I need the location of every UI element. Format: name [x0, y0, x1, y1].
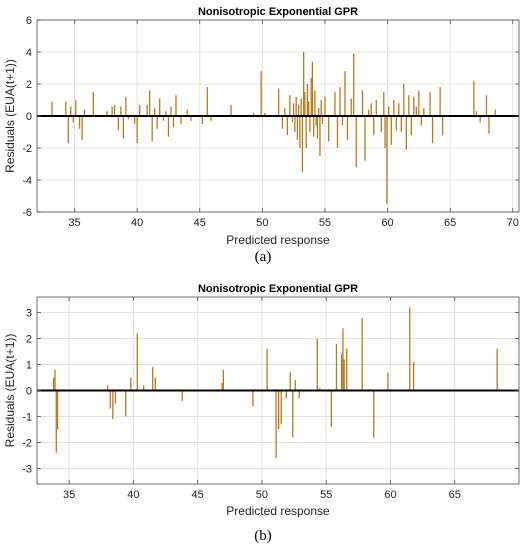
caption-b: (b) — [254, 528, 272, 544]
x-tick-label: 55 — [320, 489, 332, 501]
x-tick-label: 60 — [384, 489, 396, 501]
y-axis-label: Residuals (EUA(t+1)) — [3, 334, 17, 448]
y-tick-label: 2 — [26, 334, 32, 346]
y-tick-label: -2 — [22, 437, 32, 449]
chart-b: 35 40 45 50 55 60 65 -3 -2 -1 0 1 2 3 Nonisotropic Exp… — [3, 283, 520, 518]
x-tick-label: 70 — [507, 217, 519, 229]
x-tick-label: 55 — [319, 217, 331, 229]
x-tick-label: 65 — [444, 217, 456, 229]
x-tick-label: 65 — [449, 489, 461, 501]
y-tick-label: -2 — [22, 143, 32, 155]
y-tick-label: 6 — [26, 15, 32, 27]
x-tick-label: 45 — [192, 489, 204, 501]
y-tick-label: -3 — [22, 463, 32, 475]
x-tick-label: 50 — [256, 489, 268, 501]
y-tick-label: 0 — [26, 111, 32, 123]
chart-title: Nonisotropic Exponential GPR — [198, 283, 358, 295]
y-tick-label: -4 — [22, 175, 32, 187]
y-tick-label: 2 — [26, 79, 32, 91]
x-tick-label: 60 — [381, 217, 393, 229]
caption-a: (a) — [254, 249, 272, 265]
x-tick-label: 40 — [127, 489, 139, 501]
x-tick-label: 50 — [256, 217, 268, 229]
y-tick-label: -1 — [22, 411, 32, 423]
y-tick-label: 3 — [26, 308, 32, 320]
x-tick-label: 40 — [131, 217, 143, 229]
chart-a: 35 40 45 50 55 60 65 70 -6 -4 -2 0 2 4 6 Nonisotropic E… — [3, 6, 520, 247]
x-tick-label: 45 — [194, 217, 206, 229]
x-axis-label: Predicted response — [226, 504, 330, 518]
x-tick-label: 35 — [68, 217, 80, 229]
chart-title: Nonisotropic Exponential GPR — [198, 6, 358, 18]
y-tick-label: 4 — [26, 47, 32, 59]
y-axis-label: Residuals (EUA(t+1)) — [3, 59, 17, 173]
x-tick-label: 35 — [63, 489, 75, 501]
x-axis-label: Predicted response — [226, 233, 330, 247]
y-tick-label: 1 — [26, 360, 32, 372]
y-tick-label: 0 — [26, 386, 32, 398]
y-tick-label: -6 — [22, 207, 32, 219]
